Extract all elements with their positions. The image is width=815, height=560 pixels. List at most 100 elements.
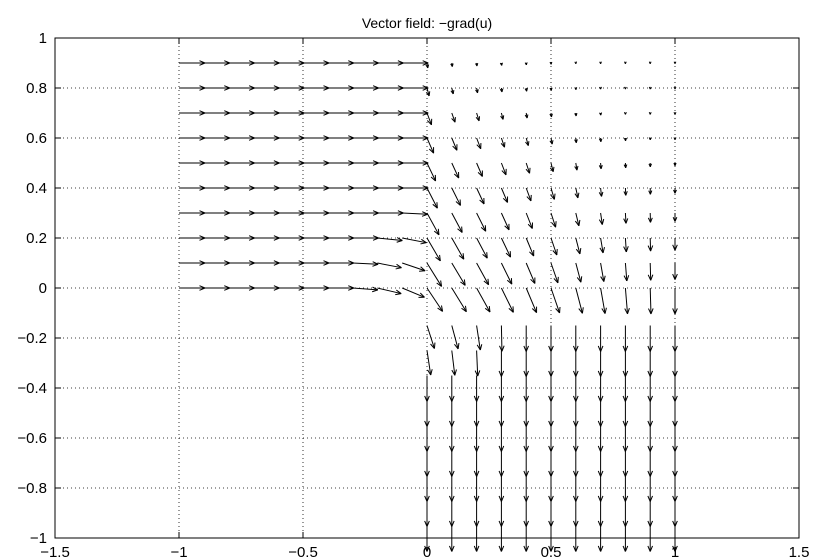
field-arrow — [426, 237, 441, 262]
field-arrow — [623, 212, 629, 224]
field-arrow — [573, 425, 579, 452]
field-arrow — [498, 450, 505, 477]
field-arrow — [451, 287, 467, 313]
field-arrow — [573, 350, 579, 377]
field-arrow — [475, 62, 479, 67]
field-arrow — [476, 325, 483, 351]
field-arrow — [524, 112, 529, 119]
field-arrow — [476, 137, 482, 150]
field-arrow — [424, 475, 430, 502]
field-arrow — [450, 62, 454, 67]
field-arrow — [573, 400, 579, 427]
field-arrow — [623, 111, 627, 115]
field-arrow — [228, 85, 255, 91]
y-tick-label: 1 — [39, 30, 47, 47]
field-arrow — [179, 260, 206, 266]
field-arrow — [402, 262, 426, 272]
field-arrow — [228, 260, 255, 266]
y-tick-label: −0.2 — [17, 330, 47, 347]
field-arrow — [623, 162, 628, 169]
axis-ticks — [54, 37, 800, 539]
field-arrow — [673, 61, 677, 64]
x-tick-label: −0.5 — [288, 544, 318, 560]
field-arrow — [575, 262, 583, 283]
x-tick-label: −1 — [170, 544, 187, 560]
field-arrow — [451, 137, 458, 151]
x-tick-label: −1.5 — [40, 544, 70, 560]
field-arrow — [327, 135, 354, 141]
field-arrow — [426, 262, 443, 287]
field-arrow — [473, 400, 480, 427]
field-arrow — [523, 450, 529, 477]
field-arrow — [402, 110, 429, 116]
field-arrow — [449, 500, 455, 527]
field-arrow — [424, 450, 430, 477]
y-tick-label: 0.2 — [26, 230, 47, 247]
y-tick-label: −0.6 — [17, 430, 47, 447]
field-arrow — [203, 160, 230, 166]
field-arrow — [203, 260, 230, 266]
field-arrow — [426, 137, 435, 154]
field-arrow — [597, 450, 604, 477]
field-arrow — [548, 450, 554, 477]
field-arrow — [549, 162, 555, 172]
field-arrow — [402, 237, 427, 245]
field-arrow — [672, 213, 678, 222]
field-arrow — [500, 112, 505, 120]
field-arrow — [476, 237, 488, 259]
field-arrow — [623, 86, 627, 90]
field-arrow — [574, 162, 579, 171]
field-arrow — [253, 135, 280, 141]
field-arrow — [473, 500, 480, 527]
field-arrow — [600, 287, 607, 314]
field-arrow — [327, 85, 354, 91]
x-tick-label: 1 — [671, 544, 679, 560]
field-arrow — [525, 187, 532, 202]
field-arrow — [500, 162, 507, 176]
field-arrow — [597, 375, 604, 402]
field-arrow — [278, 285, 305, 291]
field-arrow — [550, 237, 558, 256]
y-tick-label: 0.4 — [26, 180, 47, 197]
field-arrow — [548, 425, 554, 452]
field-arrow — [377, 287, 402, 296]
field-arrow — [278, 210, 305, 216]
field-arrow — [402, 60, 429, 66]
y-tick-label: −0.8 — [17, 480, 47, 497]
field-arrow — [600, 262, 606, 282]
field-arrow — [377, 135, 404, 141]
field-arrow — [648, 61, 652, 64]
field-arrow — [424, 500, 430, 527]
field-arrow — [648, 137, 652, 141]
field-arrow — [573, 325, 579, 352]
field-arrow — [647, 500, 653, 527]
field-arrow — [524, 62, 528, 66]
field-arrow — [647, 262, 654, 281]
field-arrow — [473, 475, 480, 502]
field-arrow — [525, 212, 533, 229]
field-arrow — [647, 450, 653, 477]
field-arrow — [622, 350, 629, 377]
field-arrow — [672, 325, 678, 352]
field-arrow — [574, 61, 578, 64]
field-arrow — [672, 263, 678, 280]
field-arrow — [203, 210, 230, 216]
field-arrow — [597, 425, 604, 452]
field-arrow — [425, 87, 431, 97]
field-arrow — [622, 500, 629, 527]
field-arrow — [278, 235, 305, 241]
x-tick-label: 0 — [423, 544, 431, 560]
field-arrow — [179, 235, 206, 241]
field-arrow — [647, 350, 653, 377]
field-arrow — [647, 237, 654, 252]
field-arrow — [598, 212, 605, 225]
field-arrow — [647, 475, 653, 502]
field-arrow — [253, 260, 280, 266]
field-arrow — [327, 160, 354, 166]
field-arrow — [179, 110, 206, 116]
field-arrow — [449, 475, 455, 502]
field-arrow — [278, 160, 305, 166]
field-arrow — [525, 237, 535, 257]
field-arrow — [451, 237, 465, 260]
field-arrow — [377, 110, 404, 116]
